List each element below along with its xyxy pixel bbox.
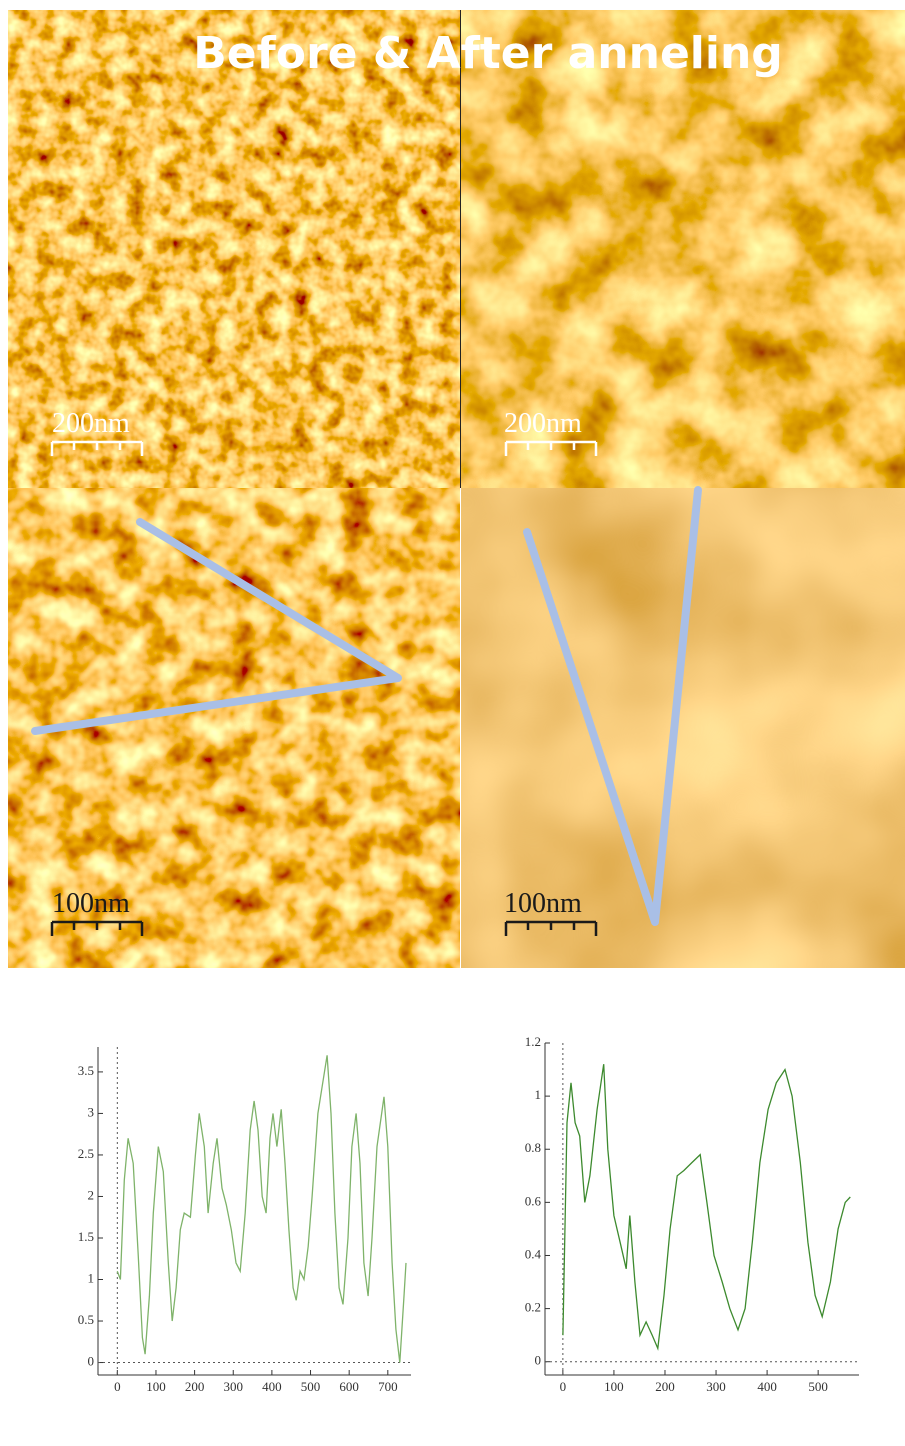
afm-image (461, 10, 905, 488)
y-tick-label: 1.2 (525, 1034, 541, 1049)
x-tick-label: 0 (114, 1379, 121, 1394)
figure-title: Before & After anneling (193, 28, 783, 79)
y-tick-label: 0.2 (525, 1300, 541, 1315)
y-tick-label: 3.5 (78, 1063, 94, 1078)
x-tick-label: 500 (808, 1379, 828, 1394)
scale-bar (50, 920, 144, 936)
scale-bar (50, 440, 144, 456)
scale-label: 100nm (52, 888, 130, 919)
y-tick-label: 0.4 (525, 1246, 542, 1261)
y-tick-label: 0 (88, 1354, 95, 1369)
x-tick-label: 700 (378, 1379, 398, 1394)
scale-bar (504, 440, 598, 456)
x-tick-label: 600 (339, 1379, 359, 1394)
x-tick-label: 100 (146, 1379, 166, 1394)
y-tick-label: 0.8 (525, 1140, 541, 1155)
x-tick-label: 400 (262, 1379, 282, 1394)
scale-label: 200nm (504, 408, 582, 439)
x-tick-label: 300 (706, 1379, 726, 1394)
afm-image (8, 10, 460, 488)
y-tick-label: 2 (88, 1187, 95, 1202)
y-tick-label: 0.6 (525, 1193, 542, 1208)
x-tick-label: 100 (604, 1379, 624, 1394)
scale-label: 100nm (504, 888, 582, 919)
afm-image (8, 488, 460, 968)
x-tick-label: 500 (301, 1379, 321, 1394)
y-tick-label: 3 (88, 1104, 95, 1119)
y-tick-label: 1 (88, 1270, 95, 1285)
profile-line (562, 1064, 851, 1351)
y-tick-label: 0.5 (78, 1312, 94, 1327)
y-tick-label: 1.5 (78, 1229, 94, 1244)
x-tick-label: 200 (185, 1379, 205, 1394)
x-tick-label: 200 (655, 1379, 675, 1394)
x-tick-label: 300 (223, 1379, 243, 1394)
profile-path (523, 486, 702, 926)
y-tick-label: 0 (535, 1353, 542, 1368)
y-tick-label: 1 (535, 1087, 542, 1102)
charts: 0 0.5 1 1.5 2 2.5 3 3.5 0 100 200 300 400 500 600 700 0 0… (78, 1034, 859, 1394)
x-tick-label: 0 (560, 1379, 567, 1394)
profile-path (31, 518, 402, 735)
scale-bar (504, 920, 598, 936)
profile-line (116, 1055, 407, 1363)
y-tick-label: 2.5 (78, 1146, 94, 1161)
scale-label: 200nm (52, 408, 130, 439)
x-tick-label: 400 (757, 1379, 777, 1394)
